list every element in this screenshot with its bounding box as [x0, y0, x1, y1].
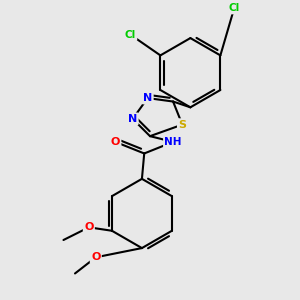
Text: Cl: Cl	[229, 3, 240, 13]
Text: NH: NH	[164, 137, 182, 147]
Text: O: O	[111, 137, 120, 147]
Text: O: O	[91, 252, 101, 262]
Text: N: N	[143, 93, 152, 103]
Text: S: S	[178, 120, 186, 130]
Text: O: O	[84, 222, 94, 232]
Text: Cl: Cl	[125, 30, 136, 40]
Text: N: N	[128, 114, 137, 124]
